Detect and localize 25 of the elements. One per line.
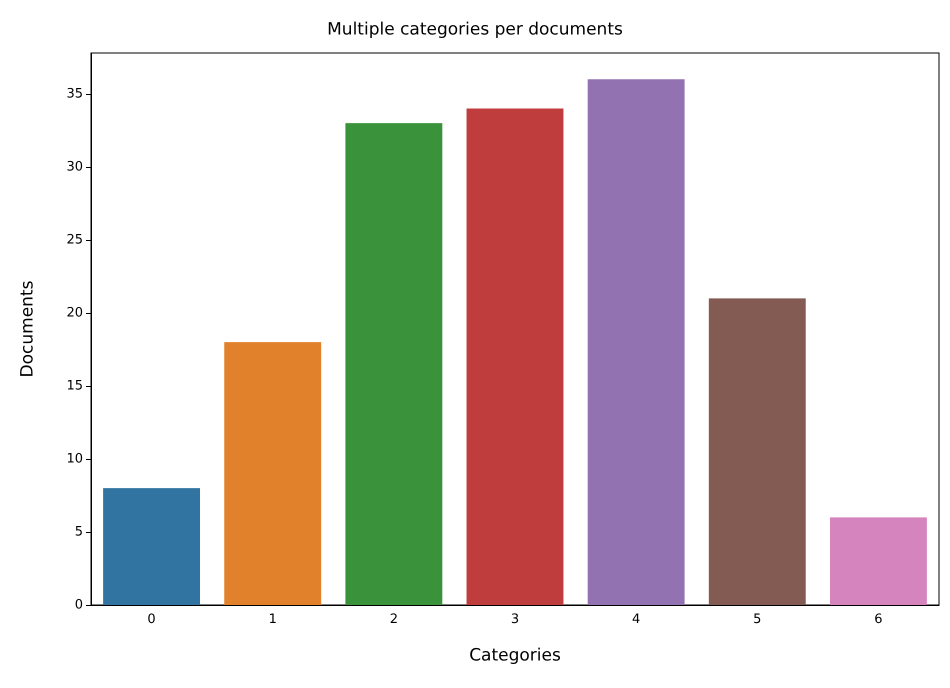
x-tick-label: 6 <box>874 612 883 627</box>
y-tick-label: 15 <box>66 378 83 394</box>
bar <box>224 342 322 605</box>
y-tick-label: 25 <box>66 232 83 248</box>
bar <box>588 79 685 605</box>
bar <box>345 123 442 605</box>
bar <box>466 108 564 605</box>
x-tick-label: 1 <box>268 612 277 627</box>
x-tick-label: 5 <box>753 612 762 627</box>
chart-title: Multiple categories per documents <box>327 20 623 40</box>
y-axis-title: Documents <box>18 280 38 378</box>
x-tick-label: 0 <box>147 612 156 627</box>
y-tick-label: 20 <box>66 305 83 320</box>
y-tick-label: 35 <box>66 86 83 102</box>
x-axis-title: Categories <box>469 646 561 666</box>
y-tick-label: 0 <box>74 598 83 612</box>
x-tick-label: 3 <box>510 612 520 627</box>
x-tick-label: 4 <box>632 612 640 627</box>
y-tick-label: 5 <box>74 524 83 540</box>
bar <box>830 517 927 605</box>
bar <box>103 488 200 605</box>
bar <box>708 298 806 605</box>
x-tick-label: 2 <box>390 612 398 627</box>
y-tick-label: 10 <box>66 451 83 466</box>
y-tick-label: 30 <box>66 159 83 174</box>
